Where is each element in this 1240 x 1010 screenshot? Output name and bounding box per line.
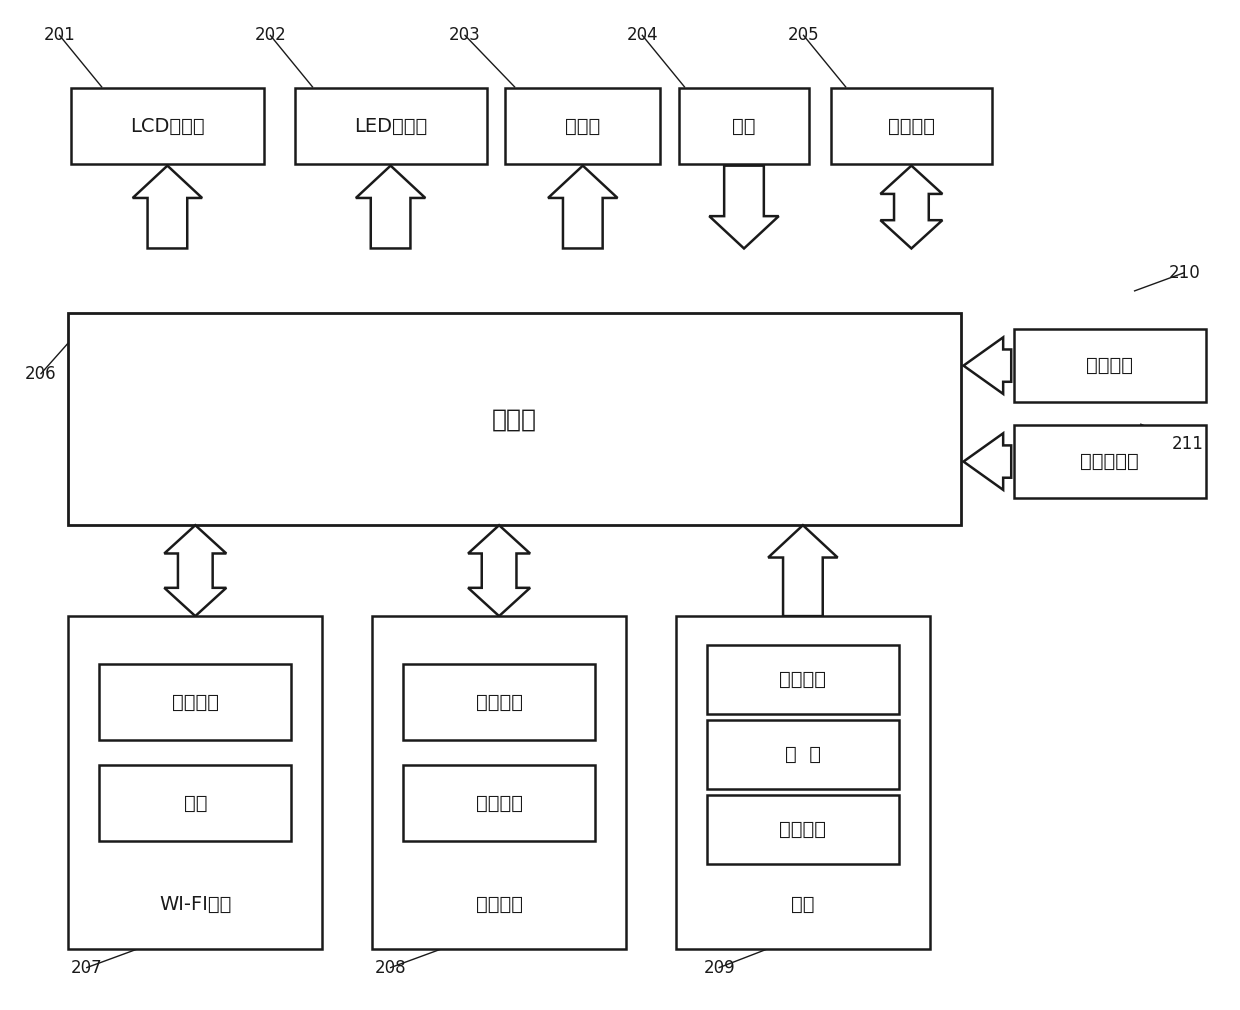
Text: 按键: 按键	[733, 117, 755, 135]
Bar	[68, 313, 961, 525]
Bar	[372, 616, 626, 949]
Text: 209: 209	[703, 958, 735, 977]
Bar	[831, 89, 992, 164]
Text: 206: 206	[25, 365, 57, 383]
Polygon shape	[548, 166, 618, 248]
Polygon shape	[133, 166, 202, 248]
Bar	[72, 89, 264, 164]
Polygon shape	[963, 337, 1012, 394]
Text: 202: 202	[254, 26, 286, 44]
Bar	[680, 89, 808, 164]
Text: 存储芯片: 存储芯片	[888, 117, 935, 135]
Text: 电  池: 电 池	[785, 745, 821, 764]
Bar	[676, 616, 930, 949]
Text: 电压转换: 电压转换	[780, 671, 826, 689]
Bar	[707, 645, 899, 714]
Text: 电源: 电源	[791, 895, 815, 913]
Text: 205: 205	[787, 26, 820, 44]
Polygon shape	[469, 525, 531, 616]
Text: 串口通信: 串口通信	[476, 895, 522, 913]
Polygon shape	[164, 525, 226, 616]
Text: 208: 208	[374, 958, 407, 977]
Polygon shape	[356, 166, 425, 248]
Text: 运动检测: 运动检测	[1086, 357, 1133, 375]
Bar	[1014, 425, 1205, 498]
Bar	[707, 720, 899, 789]
Bar	[99, 766, 291, 840]
Text: 通信接口: 通信接口	[476, 794, 522, 812]
Bar	[707, 795, 899, 864]
Text: 串口元件: 串口元件	[476, 693, 522, 711]
Text: 电池充电: 电池充电	[780, 820, 826, 838]
Text: 温度传感器: 温度传感器	[1080, 452, 1140, 471]
Bar	[403, 665, 595, 739]
Text: 211: 211	[1172, 435, 1204, 453]
Text: 210: 210	[1168, 264, 1200, 282]
Bar	[99, 665, 291, 739]
Bar	[295, 89, 486, 164]
Text: LCD显示屏: LCD显示屏	[130, 117, 205, 135]
Text: WI-FI通信: WI-FI通信	[159, 895, 232, 913]
Text: 通信模块: 通信模块	[172, 693, 218, 711]
Polygon shape	[768, 525, 838, 616]
Text: LED指示灯: LED指示灯	[353, 117, 428, 135]
Polygon shape	[880, 166, 942, 248]
Bar	[506, 89, 660, 164]
Bar	[1014, 329, 1205, 402]
Polygon shape	[709, 166, 779, 248]
Text: 201: 201	[43, 26, 76, 44]
Bar	[403, 766, 595, 840]
Text: 天线: 天线	[184, 794, 207, 812]
Text: 204: 204	[626, 26, 658, 44]
Polygon shape	[963, 433, 1012, 490]
Text: 蜂鸣器: 蜂鸣器	[565, 117, 600, 135]
Bar	[68, 616, 322, 949]
Text: 207: 207	[71, 958, 103, 977]
Text: 处理器: 处理器	[492, 407, 537, 431]
Text: 203: 203	[449, 26, 481, 44]
